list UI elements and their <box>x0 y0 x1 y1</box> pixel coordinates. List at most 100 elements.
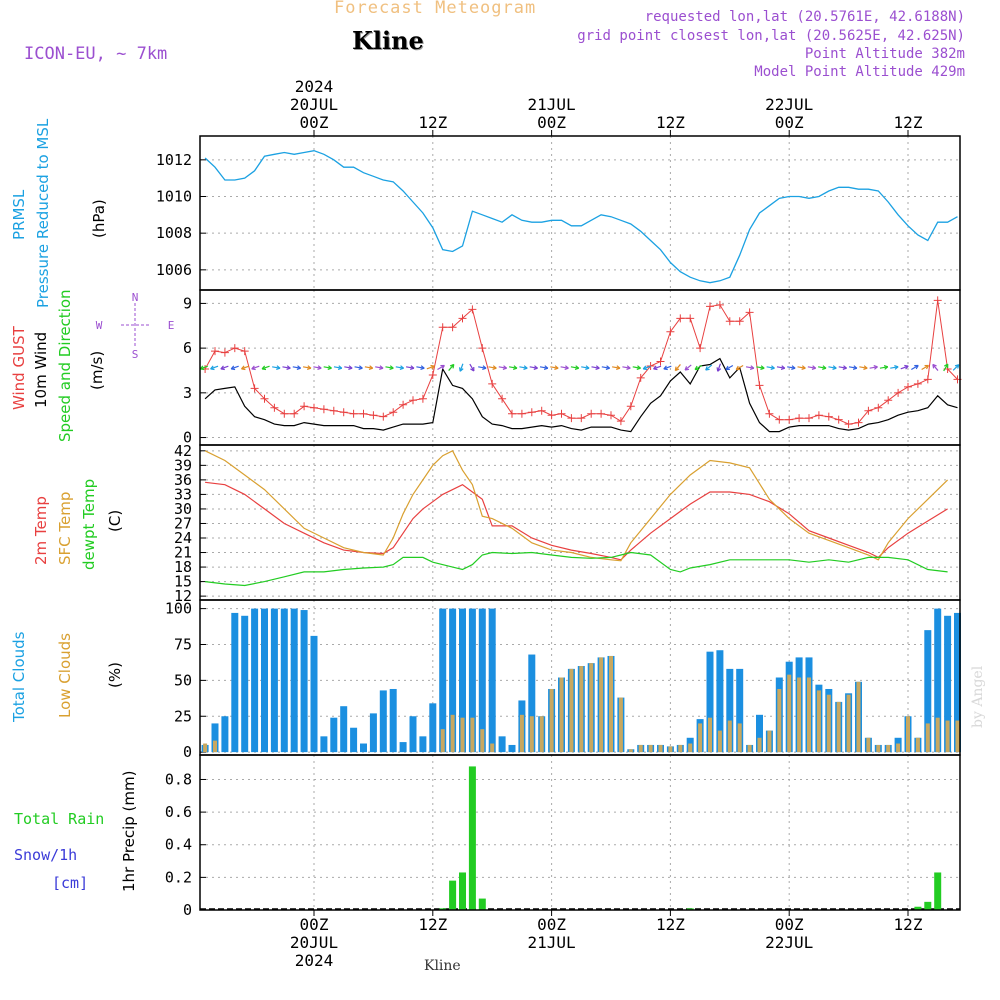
low-cloud-bar <box>559 677 564 753</box>
wind-arrow <box>437 364 445 371</box>
total-cloud-bar <box>280 608 288 753</box>
gust-marker <box>230 344 239 353</box>
gust-marker <box>448 323 457 332</box>
wind-arrow-head <box>932 363 937 369</box>
snow-label: Snow/1h <box>14 846 78 864</box>
wind-arrow-head <box>914 364 919 370</box>
point-altitude: Point Altitude 382m <box>804 46 965 62</box>
gust-marker <box>597 409 606 418</box>
wind-arrow-head <box>317 365 322 371</box>
wind-arrow <box>313 365 322 371</box>
temperature-ytick-label: 15 <box>174 573 192 591</box>
wind-arrow-shaft <box>529 366 538 369</box>
wind-arrow-shaft <box>694 364 703 371</box>
gust-marker <box>290 409 299 418</box>
total-cloud-bar <box>211 723 219 753</box>
total-cloud-bar <box>478 608 486 753</box>
wind-arrow <box>694 364 703 371</box>
total-cloud-bar <box>756 714 763 753</box>
low-cloud-bar <box>816 690 821 753</box>
wind-arrow-shaft <box>488 366 497 369</box>
wind-arrow <box>333 365 343 371</box>
wind-arrow-head <box>811 365 817 371</box>
wind-arrow <box>581 365 590 371</box>
gust-marker <box>656 357 665 366</box>
wind-arrow-shaft <box>807 366 816 369</box>
gust-marker <box>300 402 309 411</box>
wind-arrow <box>478 365 487 371</box>
low-cloud-bar <box>737 723 742 753</box>
wind-arrow <box>828 365 837 371</box>
wind-arrow-head <box>286 365 291 371</box>
wind-arrow <box>469 363 475 372</box>
low-cloud-bar <box>450 714 455 753</box>
wind-arrow-shaft <box>911 364 919 371</box>
top-time-label: 2024 <box>295 77 334 96</box>
wind-arrow-head <box>379 365 384 371</box>
total-cloud-bar <box>310 635 318 753</box>
bottom-time-label: 20JUL <box>290 933 338 952</box>
bottom-time-label: 21JUL <box>528 933 576 952</box>
total-cloud-bar <box>944 615 952 753</box>
rain-bar <box>439 908 447 910</box>
gust-marker <box>478 344 487 353</box>
total-cloud-bar <box>320 736 328 753</box>
low-cloud-bar <box>203 743 208 753</box>
gust-marker <box>359 409 368 418</box>
wind-arrow-head <box>791 365 796 371</box>
low-cloud-bar <box>628 749 633 753</box>
wind-arrow-head <box>399 365 405 371</box>
top-time-label: 12Z <box>418 113 447 132</box>
precip-ytick-label: 0.4 <box>165 836 192 854</box>
bottom-time-label: 2024 <box>295 951 334 970</box>
wind-arrow <box>735 364 744 371</box>
total-cloud-bar <box>340 706 348 753</box>
wind-arrow-shaft <box>508 366 518 369</box>
low-cloud-bar <box>747 744 752 753</box>
wind-arrow-head <box>716 367 722 372</box>
pressure-ytick-label: 1008 <box>156 224 192 242</box>
gust-marker <box>557 409 566 418</box>
wind-arrow <box>900 364 909 370</box>
wind-arrow-shaft <box>756 366 765 369</box>
gust-marker <box>686 314 695 323</box>
wind-arrow-head <box>725 365 730 371</box>
gust-marker <box>399 400 408 409</box>
wind-arrow <box>344 365 353 371</box>
wind-arrow-shaft <box>459 363 464 372</box>
top-time-label: 00Z <box>300 113 329 132</box>
low-cloud-bar <box>213 740 217 753</box>
gust-marker <box>517 409 526 418</box>
low-cloud-bar <box>539 716 544 753</box>
gust-marker <box>765 409 774 418</box>
bottom-time-label: 22JUL <box>765 933 813 952</box>
gust-marker <box>260 394 269 403</box>
low-cloud-bar <box>717 730 722 753</box>
low-cloud-bar <box>648 744 653 753</box>
gust-marker <box>616 417 625 426</box>
wind-arrow-shaft <box>437 364 445 371</box>
wind-arrow-head <box>642 365 648 371</box>
wind-arrow-shaft <box>848 366 858 369</box>
wind-arrow <box>932 363 939 371</box>
total-cloud-bar <box>924 630 932 753</box>
gust-marker <box>834 415 843 424</box>
wind-arrow <box>776 365 786 371</box>
top-time-label: 00Z <box>537 113 566 132</box>
wind-arrow-shaft <box>684 364 692 371</box>
gust-marker <box>884 396 893 405</box>
wind-arrow-shaft <box>653 365 662 370</box>
gust-marker <box>567 414 576 423</box>
wind-arrow-shaft <box>519 366 528 369</box>
wind-arrow-head <box>458 367 464 372</box>
low-cloud-bar <box>777 688 782 753</box>
gust-marker <box>409 396 417 405</box>
wind-arrow-head <box>543 365 549 371</box>
wind-arrow-shaft <box>230 365 239 370</box>
wind-arrow-shaft <box>282 366 291 369</box>
temperature-ytick-label: 24 <box>174 529 192 547</box>
low-cloud-bar <box>846 694 851 753</box>
top-time-label: 12Z <box>894 113 923 132</box>
gust-marker <box>488 379 497 388</box>
wind-arrow-shaft <box>448 364 455 371</box>
